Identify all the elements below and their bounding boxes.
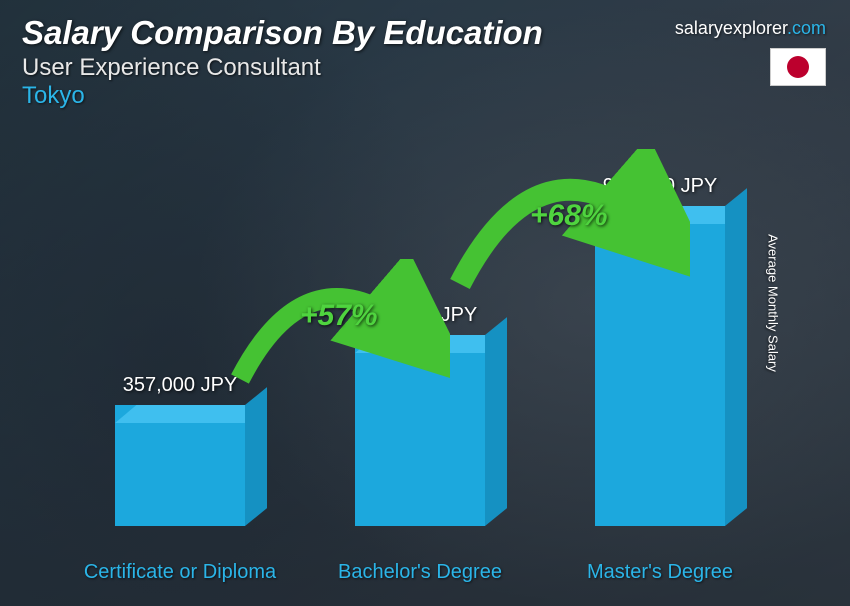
increase-label-1: +57% (300, 299, 378, 333)
increase-label-2: +68% (530, 199, 608, 233)
bar-top-face (115, 405, 266, 423)
brand-logo: salaryexplorer.com (675, 18, 826, 39)
x-axis-labels: Certificate or Diploma Bachelor's Degree… (60, 560, 780, 584)
flag-circle (787, 56, 809, 78)
bar-label: Certificate or Diploma (80, 560, 280, 584)
bar-3d (115, 405, 245, 526)
bar-label: Bachelor's Degree (320, 560, 520, 584)
brand-suffix: .com (787, 18, 826, 38)
brand-name: salaryexplorer (675, 18, 787, 38)
japan-flag-icon (770, 48, 826, 86)
bar-side-face (485, 317, 507, 526)
y-axis-label: Average Monthly Salary (766, 234, 781, 372)
job-title: User Experience Consultant (22, 54, 828, 82)
increase-arrow-1: +57% (220, 259, 450, 389)
bar-front-face (115, 405, 245, 526)
bar-side-face (245, 387, 267, 526)
location: Tokyo (22, 82, 828, 110)
increase-arrow-2: +68% (440, 149, 690, 299)
bar-label: Master's Degree (560, 560, 760, 584)
bar-chart: +57% +68% 357,000 JPY 561,000 JPY (60, 114, 780, 584)
bar-group-certificate: 357,000 JPY (80, 374, 280, 526)
bar-side-face (725, 188, 747, 526)
